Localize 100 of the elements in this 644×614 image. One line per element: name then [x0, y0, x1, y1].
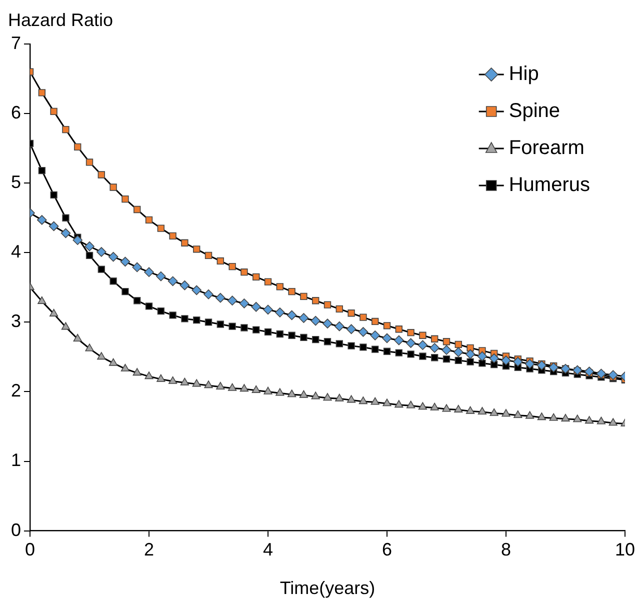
point	[418, 402, 427, 410]
point	[442, 355, 450, 363]
point	[548, 362, 558, 372]
point	[490, 408, 498, 416]
point	[98, 171, 105, 178]
point	[97, 352, 106, 360]
point	[227, 296, 238, 306]
y-tick-label: 7	[10, 32, 22, 53]
point	[561, 414, 570, 422]
point	[168, 376, 178, 384]
point	[157, 307, 164, 315]
point	[50, 308, 58, 316]
point	[72, 235, 83, 246]
point	[360, 344, 367, 351]
point	[86, 158, 94, 166]
point	[251, 302, 261, 312]
point	[204, 318, 212, 326]
point	[157, 224, 164, 232]
point	[50, 108, 58, 116]
point	[395, 326, 402, 333]
y-tick-label: 0	[10, 520, 22, 540]
point	[465, 349, 476, 360]
legend-label: Humerus	[508, 174, 590, 196]
point	[38, 89, 46, 96]
point	[430, 402, 439, 410]
point	[156, 374, 166, 382]
point	[132, 262, 142, 272]
y-tick-label: 3	[10, 311, 22, 332]
point	[204, 289, 214, 300]
point	[312, 336, 320, 344]
point	[298, 313, 309, 323]
point	[192, 379, 201, 387]
point	[502, 409, 510, 417]
point	[110, 184, 117, 191]
point	[395, 349, 402, 356]
point	[109, 358, 118, 366]
point	[514, 410, 522, 418]
point	[38, 296, 46, 304]
point	[454, 340, 462, 348]
point	[311, 392, 320, 400]
point	[336, 340, 343, 348]
y-tick-label: 1	[10, 450, 22, 470]
point	[489, 353, 499, 364]
point	[418, 340, 428, 350]
point	[584, 366, 594, 376]
x-tick-label: 6	[382, 540, 392, 560]
point	[419, 332, 426, 339]
point	[122, 288, 129, 296]
point	[394, 335, 404, 346]
point	[264, 328, 272, 336]
point	[431, 354, 438, 362]
point	[336, 305, 343, 313]
point	[334, 321, 344, 332]
point	[454, 356, 462, 364]
x-tick-label: 10	[614, 540, 636, 560]
point	[478, 406, 486, 415]
point	[478, 360, 486, 367]
point	[98, 266, 105, 273]
point	[228, 262, 236, 270]
x-tick-label: 8	[500, 540, 511, 560]
point	[442, 404, 451, 412]
y-tick-label: 5	[10, 172, 22, 192]
point	[122, 196, 129, 203]
point	[383, 348, 391, 355]
x-tick-label: 4	[262, 540, 274, 560]
point	[96, 247, 106, 257]
point	[74, 143, 82, 151]
point	[358, 396, 368, 404]
point	[239, 298, 250, 308]
point	[430, 343, 440, 353]
point	[37, 215, 47, 225]
point	[288, 332, 296, 339]
point	[347, 395, 356, 403]
point	[596, 416, 606, 424]
point	[324, 301, 332, 308]
point	[84, 241, 94, 252]
point	[61, 322, 70, 330]
point	[453, 347, 464, 357]
point	[596, 368, 606, 379]
point	[584, 416, 594, 424]
point	[264, 278, 272, 286]
point	[73, 334, 82, 342]
point	[169, 232, 176, 240]
point	[276, 330, 284, 338]
point	[193, 246, 200, 253]
x-tick-label: 2	[144, 540, 154, 560]
point	[216, 292, 226, 303]
point	[204, 252, 212, 259]
point	[168, 276, 178, 286]
point	[169, 312, 176, 319]
point	[358, 327, 368, 337]
point	[193, 316, 200, 324]
point	[85, 344, 94, 352]
point	[394, 400, 404, 408]
point	[134, 297, 141, 304]
point	[240, 384, 248, 392]
point	[524, 358, 535, 369]
point	[286, 310, 297, 320]
point	[512, 356, 523, 367]
point	[407, 350, 414, 358]
